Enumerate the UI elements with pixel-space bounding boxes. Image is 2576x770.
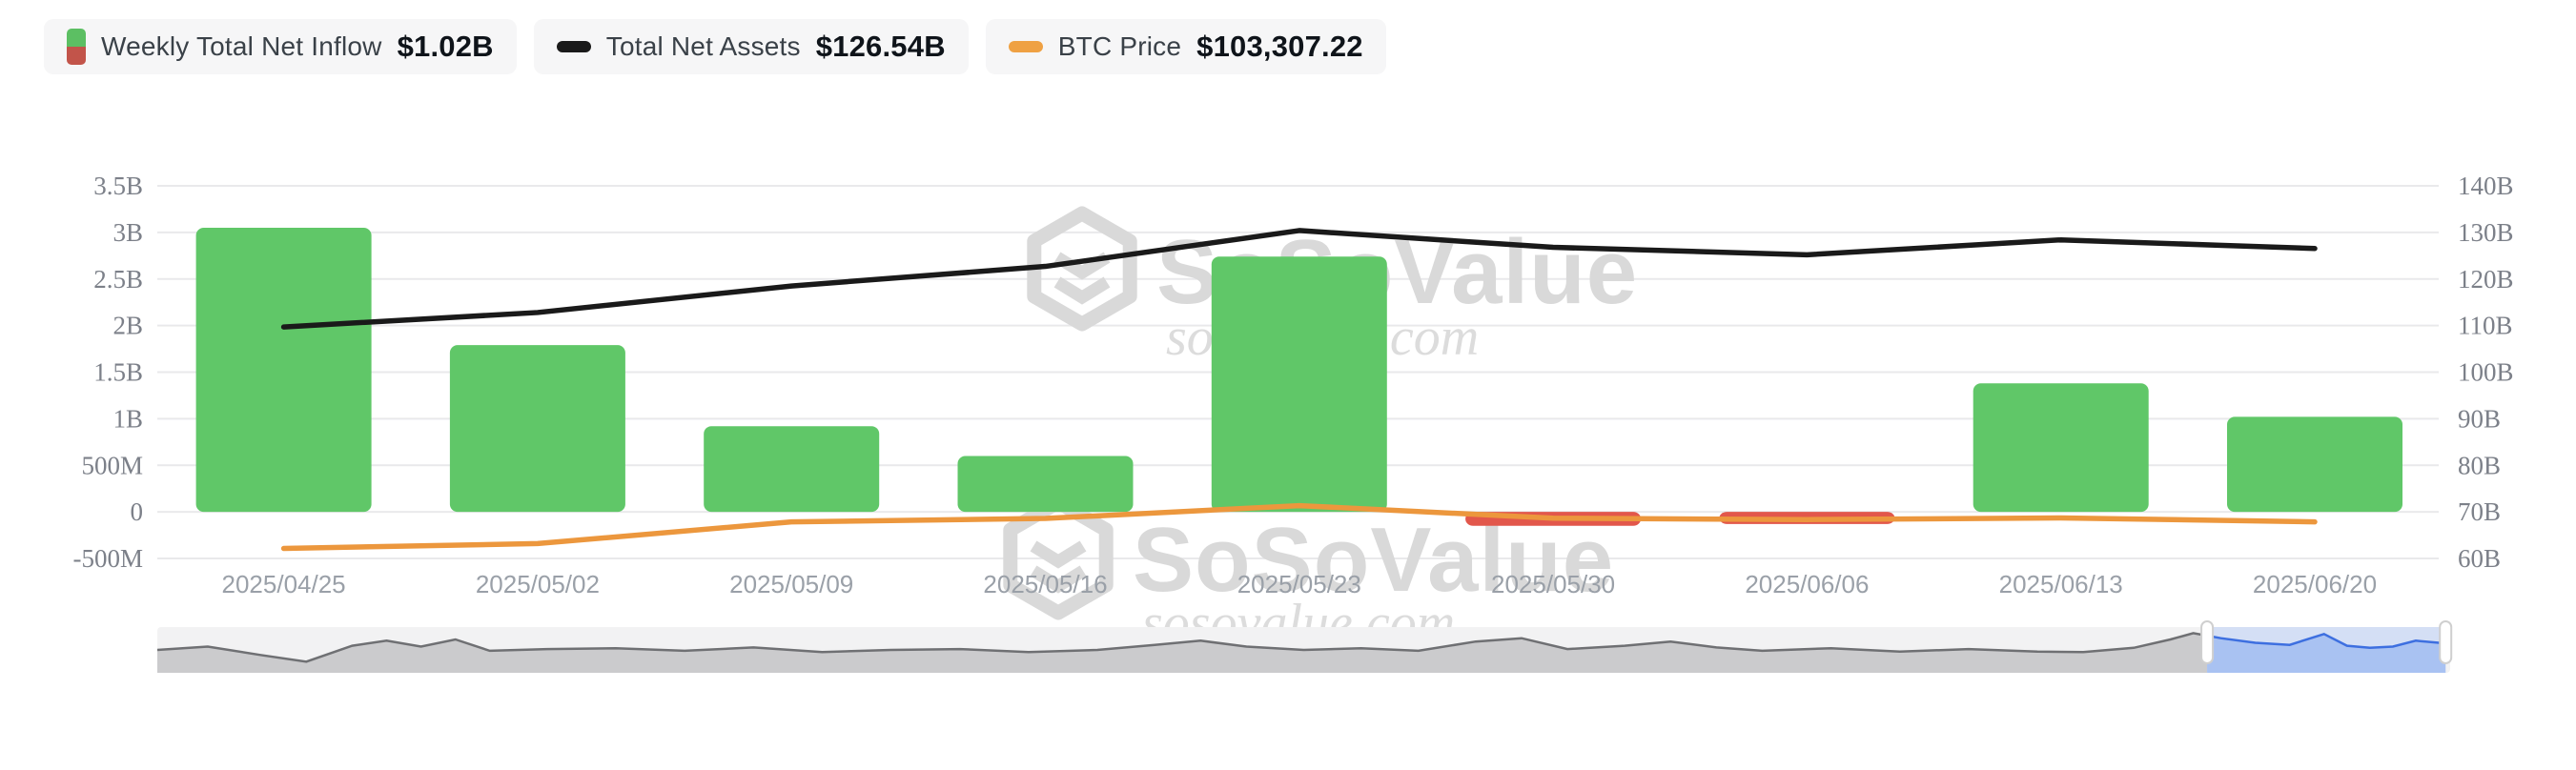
assets-line-icon xyxy=(556,41,591,52)
left-axis-tick: 1B xyxy=(112,404,143,433)
total-net-assets-line[interactable] xyxy=(280,228,2318,330)
left-axis-tick: 1.5B xyxy=(93,358,143,387)
navigator-left-handle[interactable] xyxy=(2200,620,2215,664)
legend-value: $103,307.22 xyxy=(1196,30,1363,63)
bar-2025-05-23[interactable] xyxy=(1211,256,1387,513)
legend-item-btc-price[interactable]: BTC Price $103,307.22 xyxy=(985,19,1386,74)
x-axis-tick: 2025/06/06 xyxy=(1745,570,1869,598)
right-axis-tick: 130B xyxy=(2458,218,2514,247)
right-axis-tick: 110B xyxy=(2458,312,2513,340)
legend: Weekly Total Net Inflow $1.02B Total Net… xyxy=(44,19,1386,74)
watermark-logo-part xyxy=(1027,206,1137,332)
legend-item-total-net-assets[interactable]: Total Net Assets $126.54B xyxy=(533,19,969,74)
x-axis-tick: 2025/04/25 xyxy=(222,570,346,598)
x-axis-tick: 2025/05/23 xyxy=(1237,570,1361,598)
right-axis-tick: 120B xyxy=(2458,265,2514,294)
x-axis-tick: 2025/05/09 xyxy=(729,570,853,598)
bar-2025-05-09[interactable] xyxy=(704,426,880,513)
watermark-logo-part xyxy=(1053,276,1111,305)
left-axis-tick: 3B xyxy=(112,218,143,247)
navigator-shadow-area xyxy=(157,633,2208,673)
x-axis-tick: 2025/05/02 xyxy=(476,570,600,598)
bar-2025-04-25[interactable] xyxy=(195,227,372,513)
navigator-selected-line xyxy=(2207,632,2446,650)
right-axis-tick: 90B xyxy=(2458,404,2501,433)
navigator-right-handle[interactable] xyxy=(2439,620,2453,664)
wm-brand: SoSoValue xyxy=(1133,509,1614,611)
x-axis-tick: 2025/05/16 xyxy=(983,570,1107,598)
legend-label: Total Net Assets xyxy=(605,31,801,61)
legend-value: $1.02B xyxy=(397,30,494,63)
legend-item-weekly-net-inflow[interactable]: Weekly Total Net Inflow $1.02B xyxy=(44,19,517,74)
inflow-split-bar-icon xyxy=(67,29,86,65)
bar-2025-05-16[interactable] xyxy=(957,456,1134,513)
legend-label: BTC Price xyxy=(1057,31,1182,61)
right-axis-tick: 80B xyxy=(2458,451,2501,479)
legend-value: $126.54B xyxy=(815,30,946,63)
left-axis-tick: -500M xyxy=(73,544,144,573)
x-axis-tick: 2025/06/13 xyxy=(1999,570,2123,598)
right-axis-tick: 100B xyxy=(2458,358,2514,387)
btc-price-line[interactable] xyxy=(280,502,2318,552)
x-axis-tick: 2025/05/30 xyxy=(1491,570,1615,598)
bar-2025-05-02[interactable] xyxy=(449,345,625,513)
right-axis-tick: 70B xyxy=(2458,497,2501,526)
legend-label: Weekly Total Net Inflow xyxy=(101,31,382,61)
x-axis-tick: 2025/06/20 xyxy=(2253,570,2377,598)
right-axis-tick: 60B xyxy=(2458,544,2501,573)
left-axis-tick: 3.5B xyxy=(93,172,143,200)
right-axis-tick: 140B xyxy=(2458,172,2514,200)
watermark-logo-part xyxy=(1030,565,1087,594)
btc-line-icon xyxy=(1008,41,1043,52)
watermark-logo-part xyxy=(1003,495,1114,620)
watermark-logo-part xyxy=(1030,540,1087,569)
bar-2025-06-20[interactable] xyxy=(2227,416,2402,513)
navigator-shadow-line xyxy=(157,632,2208,663)
left-axis-tick: 0 xyxy=(131,497,144,526)
left-axis-tick: 2B xyxy=(112,312,143,340)
left-axis-tick: 2.5B xyxy=(93,265,143,294)
bar-2025-06-13[interactable] xyxy=(1973,383,2149,513)
left-axis-tick: 500M xyxy=(81,451,143,479)
